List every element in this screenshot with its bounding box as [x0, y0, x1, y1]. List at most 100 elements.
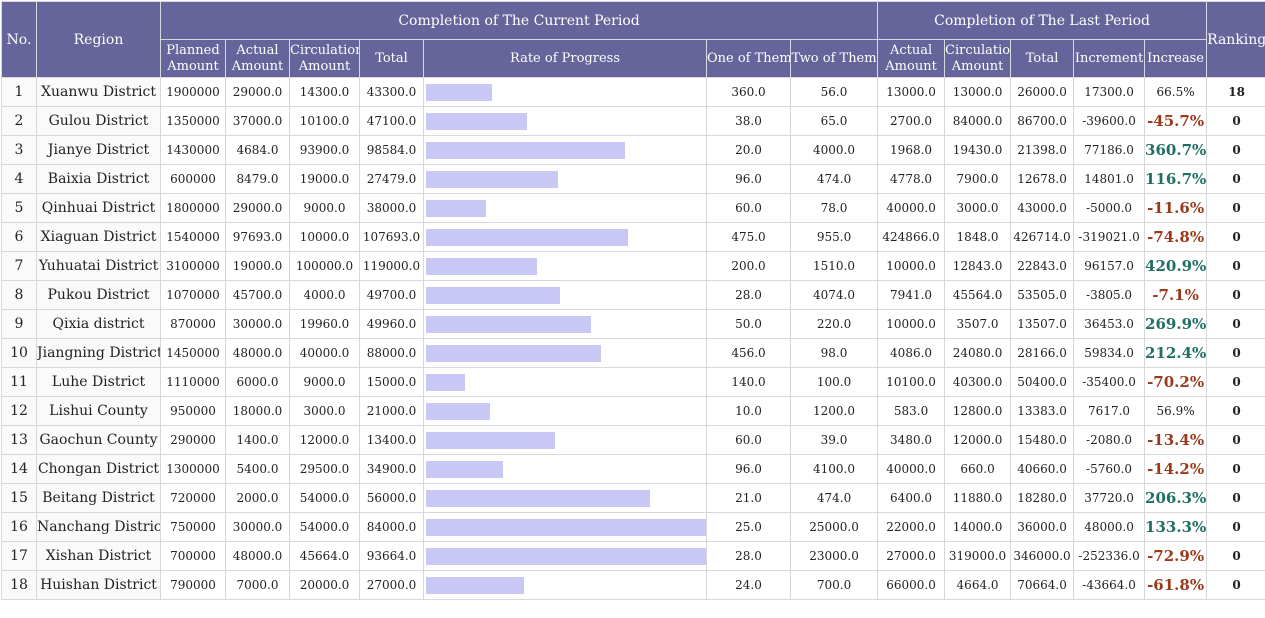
last-total: 13383.0	[1011, 397, 1074, 426]
last-circulation-amount: 4664.0	[945, 571, 1011, 600]
header-last-period: Completion of The Last Period	[878, 2, 1207, 40]
row-number: 5	[2, 194, 37, 223]
one-of-them: 20.0	[707, 136, 791, 165]
planned-amount: 1800000	[161, 194, 226, 223]
last-actual-amount: 583.0	[878, 397, 945, 426]
last-circulation-amount: 1848.0	[945, 223, 1011, 252]
progress-cell	[424, 107, 707, 136]
ranking: 0	[1207, 571, 1265, 600]
increment: 14801.0	[1074, 165, 1145, 194]
two-of-them: 4074.0	[791, 281, 878, 310]
actual-amount: 30000.0	[226, 513, 290, 542]
progress-bar	[426, 519, 706, 536]
increase: -70.2%	[1145, 368, 1207, 397]
region-name: Jianye District	[37, 136, 161, 165]
last-circulation-amount: 3000.0	[945, 194, 1011, 223]
last-total: 15480.0	[1011, 426, 1074, 455]
progress-cell	[424, 310, 707, 339]
planned-amount: 290000	[161, 426, 226, 455]
total: 93664.0	[360, 542, 424, 571]
total: 98584.0	[360, 136, 424, 165]
one-of-them: 28.0	[707, 542, 791, 571]
ranking: 0	[1207, 194, 1265, 223]
last-total: 21398.0	[1011, 136, 1074, 165]
header-total: Total	[360, 40, 424, 78]
increase: -74.8%	[1145, 223, 1207, 252]
total: 49960.0	[360, 310, 424, 339]
progress-bar	[426, 200, 486, 217]
two-of-them: 65.0	[791, 107, 878, 136]
planned-amount: 790000	[161, 571, 226, 600]
increase: -11.6%	[1145, 194, 1207, 223]
region-name: Xishan District	[37, 542, 161, 571]
row-number: 15	[2, 484, 37, 513]
progress-bar	[426, 461, 503, 478]
one-of-them: 96.0	[707, 455, 791, 484]
increase: 360.7%	[1145, 136, 1207, 165]
progress-bar	[426, 171, 558, 188]
region-name: Qinhuai District	[37, 194, 161, 223]
row-number: 8	[2, 281, 37, 310]
increment: -5760.0	[1074, 455, 1145, 484]
last-actual-amount: 6400.0	[878, 484, 945, 513]
last-total: 43000.0	[1011, 194, 1074, 223]
increment: -43664.0	[1074, 571, 1145, 600]
increment: -3805.0	[1074, 281, 1145, 310]
region-name: Gaochun County	[37, 426, 161, 455]
planned-amount: 1450000	[161, 339, 226, 368]
increment: -2080.0	[1074, 426, 1145, 455]
circulation-amount: 29500.0	[290, 455, 360, 484]
two-of-them: 98.0	[791, 339, 878, 368]
progress-cell	[424, 136, 707, 165]
planned-amount: 1070000	[161, 281, 226, 310]
total: 15000.0	[360, 368, 424, 397]
region-name: Xuanwu District	[37, 78, 161, 107]
row-number: 6	[2, 223, 37, 252]
region-name: Yuhuatai District	[37, 252, 161, 281]
actual-amount: 97693.0	[226, 223, 290, 252]
planned-amount: 1540000	[161, 223, 226, 252]
one-of-them: 360.0	[707, 78, 791, 107]
header-increase: Increase	[1145, 40, 1207, 78]
ranking: 0	[1207, 513, 1265, 542]
progress-bar	[426, 258, 537, 275]
increase: 133.3%	[1145, 513, 1207, 542]
actual-amount: 48000.0	[226, 339, 290, 368]
last-total: 426714.0	[1011, 223, 1074, 252]
increase: -72.9%	[1145, 542, 1207, 571]
region-name: Jiangning District	[37, 339, 161, 368]
header-current-period: Completion of The Current Period	[161, 2, 878, 40]
circulation-amount: 14300.0	[290, 78, 360, 107]
total: 88000.0	[360, 339, 424, 368]
actual-amount: 30000.0	[226, 310, 290, 339]
ranking: 0	[1207, 223, 1265, 252]
progress-bar	[426, 287, 560, 304]
total: 119000.0	[360, 252, 424, 281]
increase: 206.3%	[1145, 484, 1207, 513]
last-total: 40660.0	[1011, 455, 1074, 484]
one-of-them: 60.0	[707, 194, 791, 223]
last-circulation-amount: 40300.0	[945, 368, 1011, 397]
row-number: 7	[2, 252, 37, 281]
header-increment: Increment	[1074, 40, 1145, 78]
actual-amount: 4684.0	[226, 136, 290, 165]
progress-bar	[426, 113, 527, 130]
progress-bar	[426, 374, 465, 391]
last-total: 86700.0	[1011, 107, 1074, 136]
progress-cell	[424, 339, 707, 368]
region-name: Qixia district	[37, 310, 161, 339]
last-circulation-amount: 7900.0	[945, 165, 1011, 194]
last-actual-amount: 4778.0	[878, 165, 945, 194]
two-of-them: 1510.0	[791, 252, 878, 281]
